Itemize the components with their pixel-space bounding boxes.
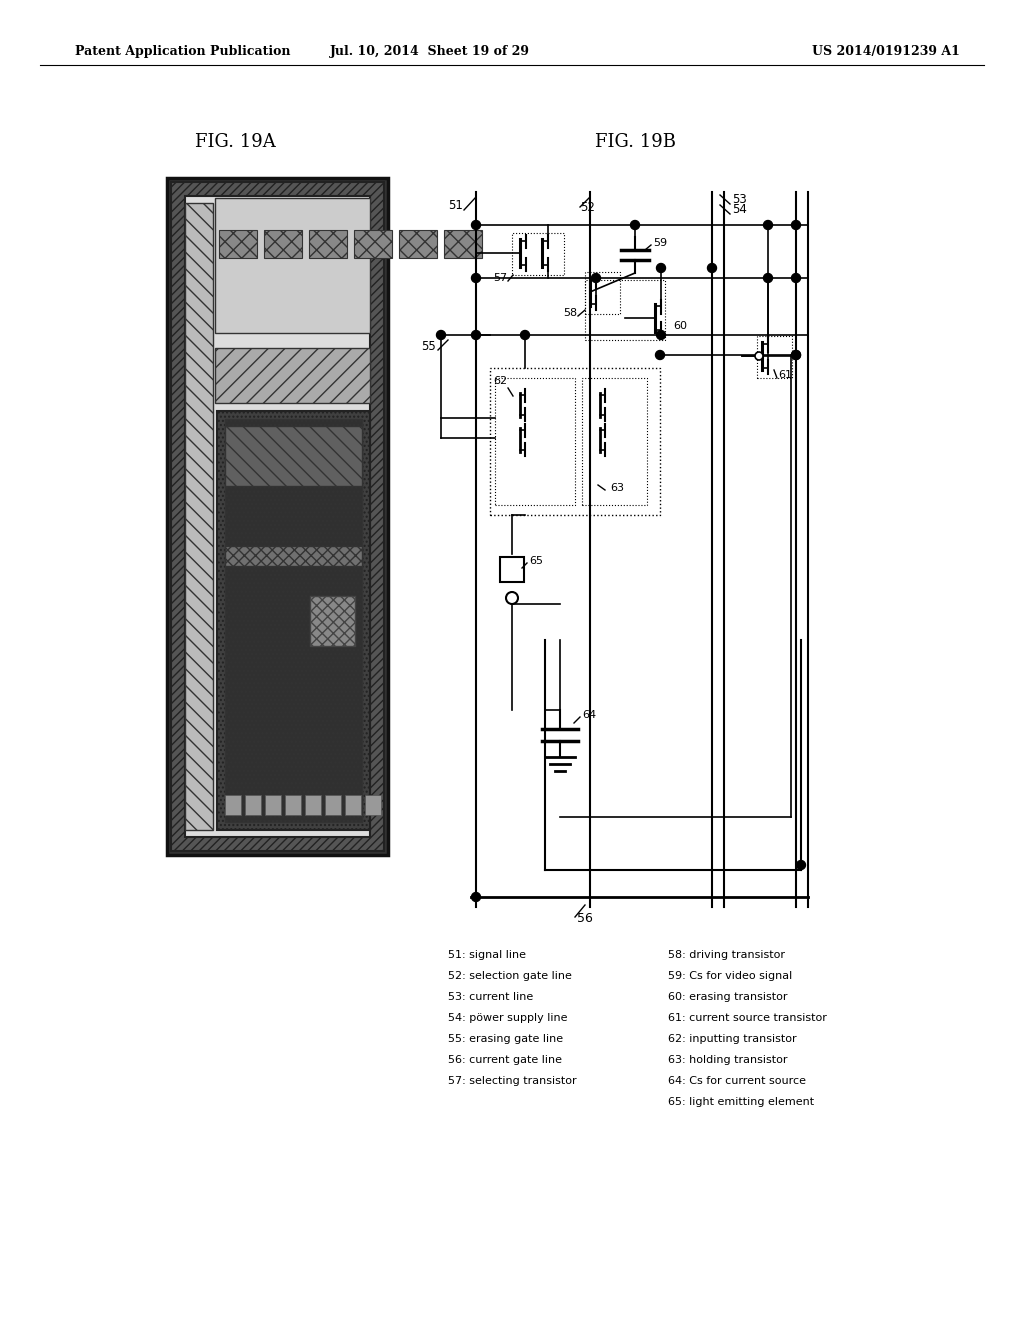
- Bar: [185, 203, 213, 830]
- Text: Jul. 10, 2014  Sheet 19 of 29: Jul. 10, 2014 Sheet 19 of 29: [330, 45, 530, 58]
- Circle shape: [792, 220, 801, 230]
- Text: 57: 57: [493, 273, 507, 282]
- Text: Patent Application Publication: Patent Application Publication: [75, 45, 291, 58]
- Bar: [264, 230, 302, 257]
- Circle shape: [471, 892, 480, 902]
- Bar: [345, 795, 361, 814]
- Text: 55: erasing gate line: 55: erasing gate line: [449, 1034, 563, 1044]
- Circle shape: [656, 264, 666, 272]
- Bar: [225, 546, 362, 566]
- Bar: [225, 795, 241, 814]
- Text: 52: 52: [581, 201, 595, 214]
- Bar: [219, 230, 257, 257]
- Circle shape: [797, 861, 806, 870]
- Text: 62: inputting transistor: 62: inputting transistor: [668, 1034, 797, 1044]
- Bar: [171, 182, 384, 851]
- Text: 53: current line: 53: current line: [449, 993, 534, 1002]
- Text: 58: driving transistor: 58: driving transistor: [668, 950, 785, 960]
- Circle shape: [656, 330, 666, 339]
- Text: FIG. 19B: FIG. 19B: [595, 133, 676, 150]
- Text: 63: 63: [610, 483, 624, 492]
- Bar: [512, 234, 564, 275]
- Circle shape: [764, 220, 772, 230]
- Bar: [582, 378, 647, 506]
- Bar: [265, 795, 281, 814]
- Bar: [365, 795, 381, 814]
- Circle shape: [655, 351, 665, 359]
- Circle shape: [520, 330, 529, 339]
- Text: 62: 62: [493, 376, 507, 385]
- Text: 60: 60: [673, 321, 687, 331]
- Bar: [309, 230, 347, 257]
- Text: 55: 55: [421, 341, 436, 352]
- Bar: [399, 230, 437, 257]
- Bar: [167, 178, 388, 855]
- Circle shape: [631, 220, 640, 230]
- Circle shape: [792, 351, 801, 359]
- Circle shape: [436, 330, 445, 339]
- Circle shape: [592, 273, 600, 282]
- Text: 64: Cs for current source: 64: Cs for current source: [668, 1076, 806, 1086]
- Bar: [245, 795, 261, 814]
- Text: 58: 58: [563, 308, 577, 318]
- Bar: [490, 368, 660, 515]
- Circle shape: [471, 330, 480, 339]
- Text: 54: 54: [732, 203, 746, 216]
- Text: 60: erasing transistor: 60: erasing transistor: [668, 993, 787, 1002]
- Text: 65: light emitting element: 65: light emitting element: [668, 1097, 814, 1107]
- Text: 59: 59: [653, 238, 667, 248]
- Bar: [225, 426, 362, 486]
- Bar: [325, 795, 341, 814]
- Circle shape: [755, 352, 763, 360]
- Bar: [285, 795, 301, 814]
- Bar: [310, 597, 355, 645]
- Text: 59: Cs for video signal: 59: Cs for video signal: [668, 972, 793, 981]
- Text: 52: selection gate line: 52: selection gate line: [449, 972, 571, 981]
- Text: 63: holding transistor: 63: holding transistor: [668, 1055, 787, 1065]
- Bar: [585, 280, 665, 341]
- Text: 57: selecting transistor: 57: selecting transistor: [449, 1076, 577, 1086]
- Circle shape: [708, 264, 717, 272]
- Text: 51: 51: [449, 199, 463, 213]
- Text: 51: signal line: 51: signal line: [449, 950, 526, 960]
- Bar: [757, 337, 792, 378]
- Circle shape: [764, 273, 772, 282]
- Circle shape: [792, 351, 801, 359]
- Text: US 2014/0191239 A1: US 2014/0191239 A1: [812, 45, 961, 58]
- Text: 65: 65: [529, 556, 543, 566]
- Text: FIG. 19A: FIG. 19A: [195, 133, 275, 150]
- Text: 61: 61: [778, 370, 792, 380]
- Text: 53: 53: [732, 193, 746, 206]
- Bar: [305, 795, 321, 814]
- Bar: [354, 230, 392, 257]
- Text: 54: pöwer supply line: 54: pöwer supply line: [449, 1012, 567, 1023]
- Bar: [500, 557, 524, 582]
- Bar: [215, 348, 370, 403]
- Circle shape: [506, 591, 518, 605]
- Bar: [225, 418, 362, 822]
- Bar: [185, 195, 370, 837]
- Bar: [215, 198, 370, 333]
- Text: 56: current gate line: 56: current gate line: [449, 1055, 562, 1065]
- Bar: [495, 378, 575, 506]
- Circle shape: [792, 273, 801, 282]
- Text: 64: 64: [582, 710, 596, 719]
- Circle shape: [471, 220, 480, 230]
- Text: 56: 56: [578, 912, 593, 925]
- Text: 61: current source transistor: 61: current source transistor: [668, 1012, 826, 1023]
- Circle shape: [471, 273, 480, 282]
- Bar: [585, 272, 620, 314]
- Bar: [444, 230, 482, 257]
- Bar: [217, 411, 370, 830]
